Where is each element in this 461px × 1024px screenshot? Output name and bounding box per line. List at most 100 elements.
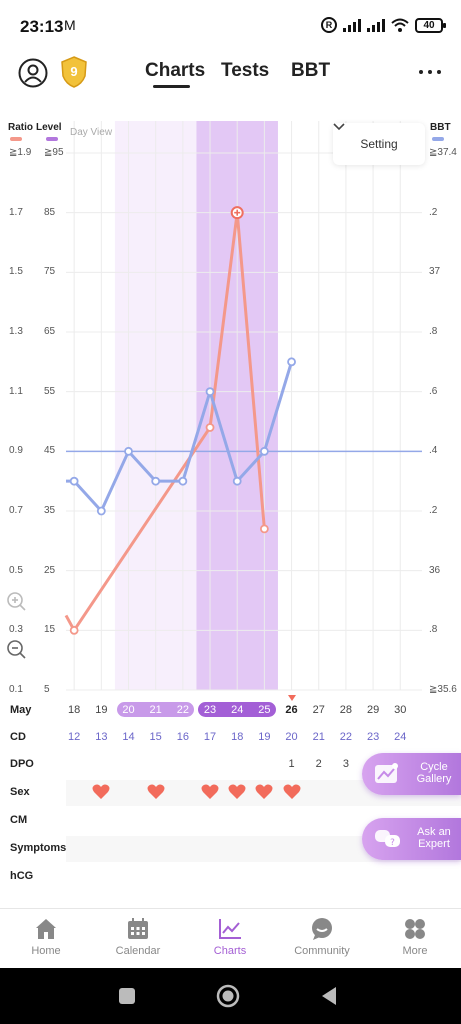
cycle-day-cell: 19 (258, 731, 271, 743)
may-day-cell[interactable]: 26 (285, 704, 298, 716)
may-day-cell[interactable]: 29 (366, 704, 380, 716)
may-day-cell[interactable]: 24 (231, 704, 244, 716)
legend-ratio-swatch (10, 137, 22, 141)
may-day-cell[interactable]: 30 (394, 704, 407, 716)
ratio-tick-label: 0.7 (9, 505, 23, 516)
data-point-bbt (96, 506, 106, 516)
may-day-cell[interactable]: 23 (203, 704, 217, 716)
tab-bbt[interactable]: BBT (291, 60, 331, 81)
status-bar: 23:13 M R 40 (0, 0, 461, 52)
more-options-icon[interactable] (419, 70, 441, 74)
chevron-down-icon (333, 123, 345, 131)
setting-button[interactable]: Setting (333, 123, 425, 165)
recents-icon[interactable] (118, 987, 136, 1005)
fertile-pill-1 (198, 702, 276, 717)
tab-tests[interactable]: Tests (221, 60, 270, 81)
may-day-cell[interactable]: 19 (95, 704, 108, 716)
cycle-day-cell: 21 (312, 731, 325, 743)
bbt-tick-label: .8 (429, 624, 438, 636)
level-tick-label: 25 (44, 564, 56, 576)
may-day-cell[interactable]: 25 (258, 704, 271, 716)
nav-home-label: Home (31, 945, 61, 957)
dpo-cell: 1 (288, 758, 295, 770)
signal-icon (343, 18, 361, 32)
level-tick-label: 85 (44, 206, 56, 218)
nav-community[interactable]: Community (282, 917, 362, 957)
row-label-symptoms: Symptoms (10, 842, 67, 854)
bbt-tick-label: .6 (429, 385, 438, 397)
bbt-tick-label: ≧35.6 (429, 684, 457, 695)
dpo-cell: 2 (315, 758, 322, 770)
heart-icon[interactable] (147, 784, 165, 800)
ratio-tick-label: ≧1.9 (9, 147, 32, 158)
nav-calendar[interactable]: Calendar (98, 917, 178, 957)
level-tick-label: 75 (44, 266, 56, 278)
cycle-day-cell: 16 (176, 731, 189, 743)
bbt-tick-label: .8 (429, 326, 438, 337)
heart-icon[interactable] (283, 784, 301, 800)
cycle-day-cell: 20 (285, 731, 298, 743)
may-day-cell[interactable]: 22 (176, 704, 189, 716)
data-point-bbt (287, 357, 296, 367)
active-tab-indicator (153, 85, 190, 88)
bbt-tick-label: .2 (429, 206, 438, 218)
may-day-cell[interactable]: 28 (339, 704, 353, 716)
row-label-may: May (10, 704, 32, 716)
nav-charts[interactable]: Charts (190, 917, 270, 957)
more-grid-icon (405, 919, 425, 939)
nav-home[interactable]: Home (6, 917, 86, 957)
data-point-ratio (259, 524, 269, 534)
wifi-icon (391, 18, 409, 32)
may-day-cell[interactable]: 21 (149, 704, 162, 716)
heart-icon[interactable] (228, 784, 246, 800)
system-navigation-bar (0, 968, 461, 1024)
may-day-cell[interactable]: 18 (68, 704, 81, 716)
ratio-tick-label: 1.7 (9, 206, 23, 218)
fertility-chart[interactable]: Ratio Level BBT Day View ≧1.9 1.7 1.5 1.3 1.… (0, 115, 461, 705)
badge-number: 9 (70, 64, 78, 79)
level-tick-label: 35 (44, 505, 56, 516)
heart-icon[interactable] (92, 784, 110, 800)
may-day-cell[interactable]: 27 (312, 704, 325, 716)
row-band-hcg[interactable] (66, 864, 461, 890)
gallery-icon (375, 763, 398, 783)
level-badge-icon[interactable]: 9 (60, 56, 88, 88)
heart-icon[interactable] (201, 784, 219, 800)
nav-more-label: More (402, 945, 428, 957)
cycle-gallery-button[interactable]: Cycle Gallery (362, 753, 461, 795)
nav-more[interactable]: More (375, 917, 455, 957)
level-tick-label: ≧95 (44, 147, 64, 158)
status-time: 23:13 (20, 17, 64, 36)
ask-expert-label: Ask an Expert (417, 826, 451, 850)
data-point-bbt (151, 476, 161, 486)
nav-calendar-label: Calendar (115, 945, 161, 957)
signal-icon-2 (367, 18, 385, 32)
fertile-pill-0 (116, 702, 195, 717)
zoom-in-icon[interactable] (0, 585, 34, 619)
bbt-tick-label: .4 (429, 445, 438, 457)
zoom-out-icon[interactable] (0, 633, 34, 667)
cycle-gallery-label: Cycle Gallery (416, 761, 452, 785)
setting-label: Setting (360, 137, 398, 151)
day-view-label: Day View (70, 127, 113, 138)
tab-charts[interactable]: Charts (145, 60, 206, 81)
nav-community-label: Community (294, 945, 350, 957)
chart-canvas (64, 121, 422, 691)
may-day-cell[interactable]: 20 (122, 704, 135, 716)
profile-icon[interactable] (18, 58, 48, 88)
heart-icon[interactable] (255, 784, 273, 800)
ratio-tick-label: 1.5 (9, 266, 23, 278)
legend-level-swatch (46, 137, 58, 141)
level-tick-label: 45 (44, 445, 56, 457)
back-icon[interactable] (320, 986, 338, 1006)
battery-icon: 40 (415, 17, 446, 33)
home-system-icon[interactable] (216, 984, 240, 1008)
level-tick-label: 55 (44, 385, 56, 397)
series-line-bbt (66, 361, 293, 513)
row-label-dpo: DPO (10, 758, 34, 770)
level-tick-label: 65 (44, 326, 56, 337)
ask-expert-button[interactable]: ? Ask an Expert (362, 818, 461, 860)
cycle-day-cell: 23 (366, 731, 380, 743)
top-header: 9 Charts Tests BBT (0, 52, 461, 110)
home-icon (36, 919, 56, 939)
